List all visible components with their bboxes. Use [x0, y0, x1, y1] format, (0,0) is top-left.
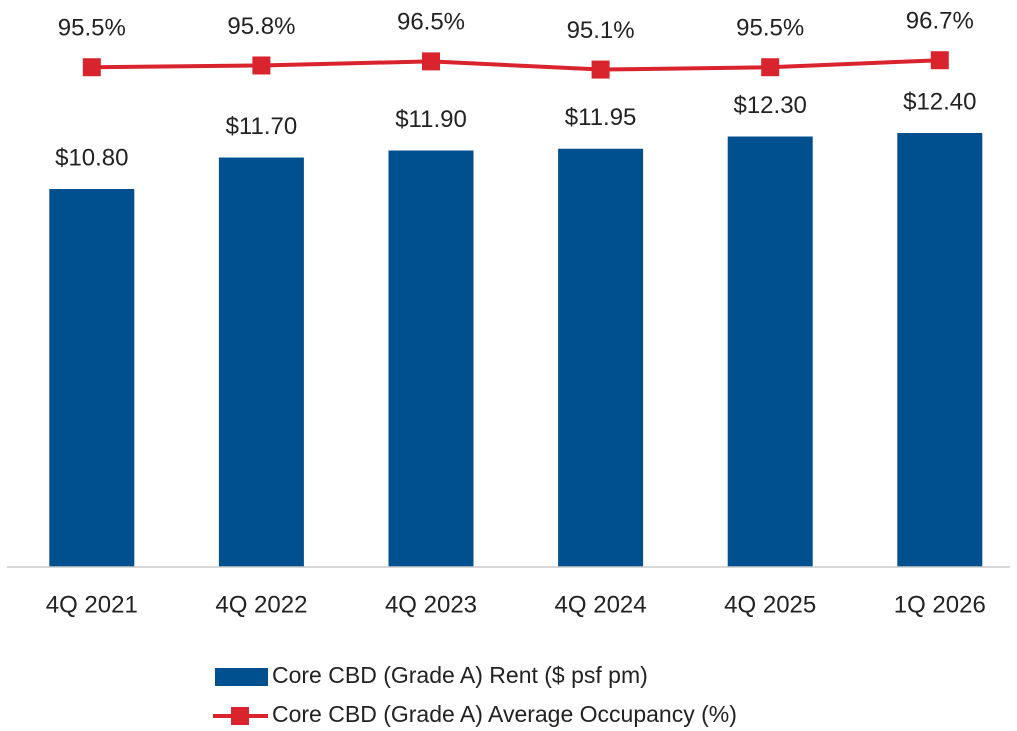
data-label: $11.90 [395, 106, 467, 133]
data-label: $11.70 [226, 113, 298, 140]
data-label: $12.40 [903, 88, 976, 115]
x-tick-label: 4Q 2022 [215, 591, 307, 618]
marker [591, 60, 610, 79]
bar [727, 136, 813, 567]
data-label: 95.5% [58, 15, 126, 42]
legend-marker [231, 707, 249, 725]
x-tick-label: 4Q 2025 [724, 591, 816, 618]
bar [897, 133, 983, 567]
data-label: 96.5% [397, 9, 465, 36]
bar [388, 150, 474, 567]
legend-label: Core CBD (Grade A) Average Occupancy (%) [272, 701, 737, 727]
line [91, 58, 940, 72]
legend-swatch [215, 668, 268, 686]
marker [761, 58, 780, 77]
data-label: $11.95 [565, 104, 637, 131]
data-label: 95.5% [736, 15, 804, 42]
bar [49, 189, 135, 567]
marker [422, 52, 440, 71]
legend-label: Core CBD (Grade A) Rent ($ psf pm) [272, 662, 648, 688]
data-label: $10.80 [55, 144, 128, 171]
x-tick-label: 4Q 2023 [385, 591, 477, 618]
x-tick-label: 4Q 2021 [46, 591, 138, 618]
data-label: 95.8% [227, 13, 295, 40]
bar [558, 148, 644, 567]
x-tick-label: 1Q 2026 [894, 591, 986, 618]
marker [82, 58, 101, 77]
marker [252, 56, 271, 75]
x-tick-label: 4Q 2024 [555, 591, 647, 618]
data-label: 96.7% [906, 8, 974, 35]
bar [218, 157, 304, 567]
data-label: $12.30 [733, 92, 806, 119]
data-label: 95.1% [567, 17, 635, 44]
marker [930, 51, 949, 70]
